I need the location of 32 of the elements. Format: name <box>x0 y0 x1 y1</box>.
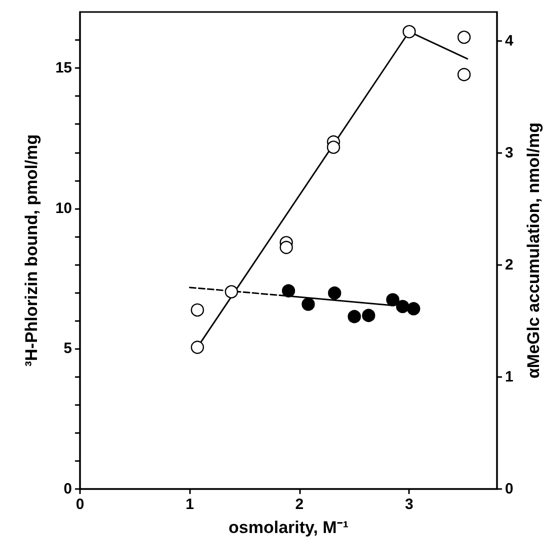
point <box>348 310 361 324</box>
point <box>280 240 293 254</box>
point <box>402 25 416 38</box>
point <box>457 68 471 82</box>
point <box>328 286 342 300</box>
point <box>190 303 204 317</box>
point <box>224 285 238 298</box>
y2-tick-label: 1 <box>505 368 514 386</box>
y2-axis-title: αMeGlc accumulation, nmol/mg <box>524 122 543 379</box>
y-tick-label: 5 <box>64 340 72 358</box>
y-tick-label: 15 <box>55 60 72 77</box>
point <box>302 298 315 311</box>
point <box>326 140 340 154</box>
y2-tick-label: 3 <box>505 144 514 162</box>
point <box>396 300 410 314</box>
y2-tick-label: 2 <box>505 256 514 274</box>
x-axis-title: osmolarity, M⁻¹ <box>228 518 349 537</box>
point <box>362 308 376 322</box>
x-tick-label: 3 <box>405 496 414 513</box>
point <box>407 302 420 316</box>
y-axis-title: ³H-Phlorizin bound, pmol/mg <box>22 134 41 367</box>
x-tick-label: 1 <box>186 496 194 513</box>
x-tick-label: 0 <box>76 496 84 513</box>
y2-tick-label: 4 <box>505 32 514 50</box>
point <box>282 284 296 298</box>
point <box>386 293 400 306</box>
point <box>457 30 471 44</box>
point <box>190 340 204 354</box>
y2-tick-label: 0 <box>505 480 514 498</box>
y-tick-label: 0 <box>64 480 72 498</box>
y-tick-label: 10 <box>55 200 72 217</box>
x-tick-label: 2 <box>295 496 304 513</box>
